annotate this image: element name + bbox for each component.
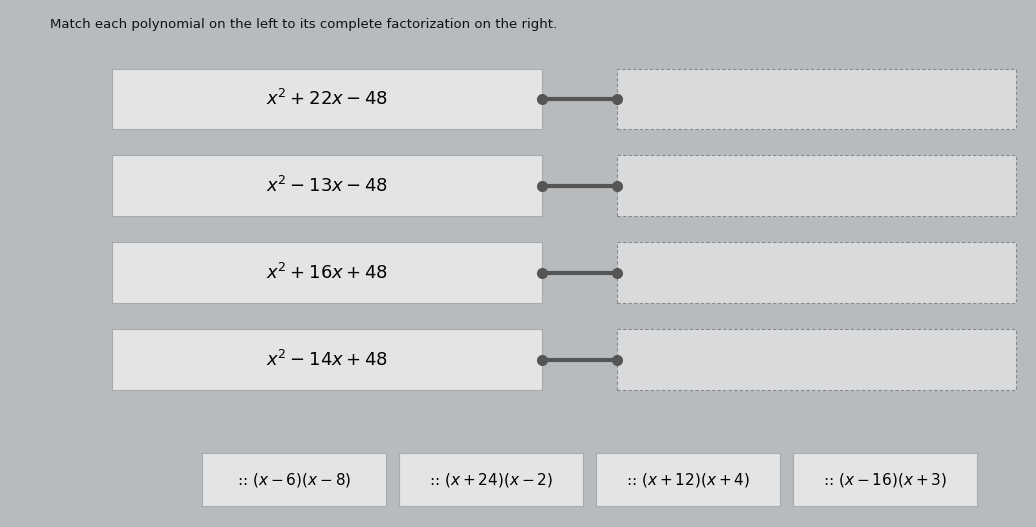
Text: :: $(x+24)(x-2)$: :: $(x+24)(x-2)$ [429,471,553,489]
FancyBboxPatch shape [112,155,542,216]
FancyBboxPatch shape [112,69,542,129]
FancyBboxPatch shape [112,329,542,390]
Text: :: $(x-16)(x+3)$: :: $(x-16)(x+3)$ [823,471,947,489]
FancyBboxPatch shape [112,242,542,303]
Text: $x^2 - 13x - 48$: $x^2 - 13x - 48$ [266,175,387,196]
FancyBboxPatch shape [617,155,1016,216]
FancyBboxPatch shape [617,242,1016,303]
FancyBboxPatch shape [617,69,1016,129]
Text: Match each polynomial on the left to its complete factorization on the right.: Match each polynomial on the left to its… [50,18,557,32]
Text: $x^2 - 14x + 48$: $x^2 - 14x + 48$ [266,349,387,370]
Text: $x^2 + 22x - 48$: $x^2 + 22x - 48$ [266,89,387,109]
Text: :: $(x-6)(x-8)$: :: $(x-6)(x-8)$ [237,471,351,489]
FancyBboxPatch shape [202,453,386,506]
FancyBboxPatch shape [596,453,780,506]
FancyBboxPatch shape [399,453,583,506]
Text: $x^2 + 16x + 48$: $x^2 + 16x + 48$ [266,262,387,283]
FancyBboxPatch shape [793,453,977,506]
Text: :: $(x+12)(x+4)$: :: $(x+12)(x+4)$ [626,471,750,489]
FancyBboxPatch shape [617,329,1016,390]
